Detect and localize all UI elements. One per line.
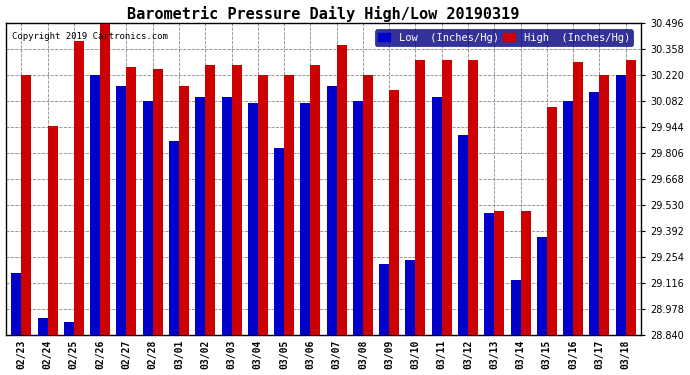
- Bar: [615, 75, 626, 335]
- Bar: [169, 141, 179, 335]
- Bar: [626, 60, 635, 335]
- Bar: [74, 41, 84, 335]
- Bar: [274, 148, 284, 335]
- Bar: [100, 24, 110, 335]
- Bar: [547, 107, 557, 335]
- Title: Barometric Pressure Daily High/Low 20190319: Barometric Pressure Daily High/Low 20190…: [127, 6, 520, 21]
- Bar: [64, 322, 74, 335]
- Bar: [11, 273, 21, 335]
- Bar: [337, 45, 346, 335]
- Bar: [143, 101, 152, 335]
- Bar: [589, 92, 600, 335]
- Bar: [406, 260, 415, 335]
- Bar: [520, 211, 531, 335]
- Bar: [258, 75, 268, 335]
- Bar: [389, 90, 399, 335]
- Bar: [442, 60, 452, 335]
- Bar: [326, 86, 337, 335]
- Bar: [48, 126, 57, 335]
- Bar: [600, 75, 609, 335]
- Bar: [248, 103, 258, 335]
- Bar: [179, 86, 189, 335]
- Bar: [90, 75, 100, 335]
- Bar: [511, 280, 520, 335]
- Bar: [468, 60, 478, 335]
- Bar: [415, 60, 426, 335]
- Bar: [195, 98, 205, 335]
- Text: Copyright 2019 Cartronics.com: Copyright 2019 Cartronics.com: [12, 32, 168, 41]
- Bar: [117, 86, 126, 335]
- Bar: [494, 211, 504, 335]
- Bar: [232, 65, 241, 335]
- Bar: [284, 75, 294, 335]
- Bar: [126, 67, 137, 335]
- Bar: [38, 318, 48, 335]
- Bar: [152, 69, 163, 335]
- Bar: [458, 135, 468, 335]
- Bar: [310, 65, 320, 335]
- Bar: [432, 98, 442, 335]
- Bar: [563, 101, 573, 335]
- Legend: Low  (Inches/Hg), High  (Inches/Hg): Low (Inches/Hg), High (Inches/Hg): [375, 30, 633, 46]
- Bar: [573, 62, 583, 335]
- Bar: [221, 98, 232, 335]
- Bar: [537, 237, 547, 335]
- Bar: [353, 101, 363, 335]
- Bar: [484, 213, 494, 335]
- Bar: [363, 75, 373, 335]
- Bar: [300, 103, 310, 335]
- Bar: [21, 75, 31, 335]
- Bar: [205, 65, 215, 335]
- Bar: [380, 264, 389, 335]
